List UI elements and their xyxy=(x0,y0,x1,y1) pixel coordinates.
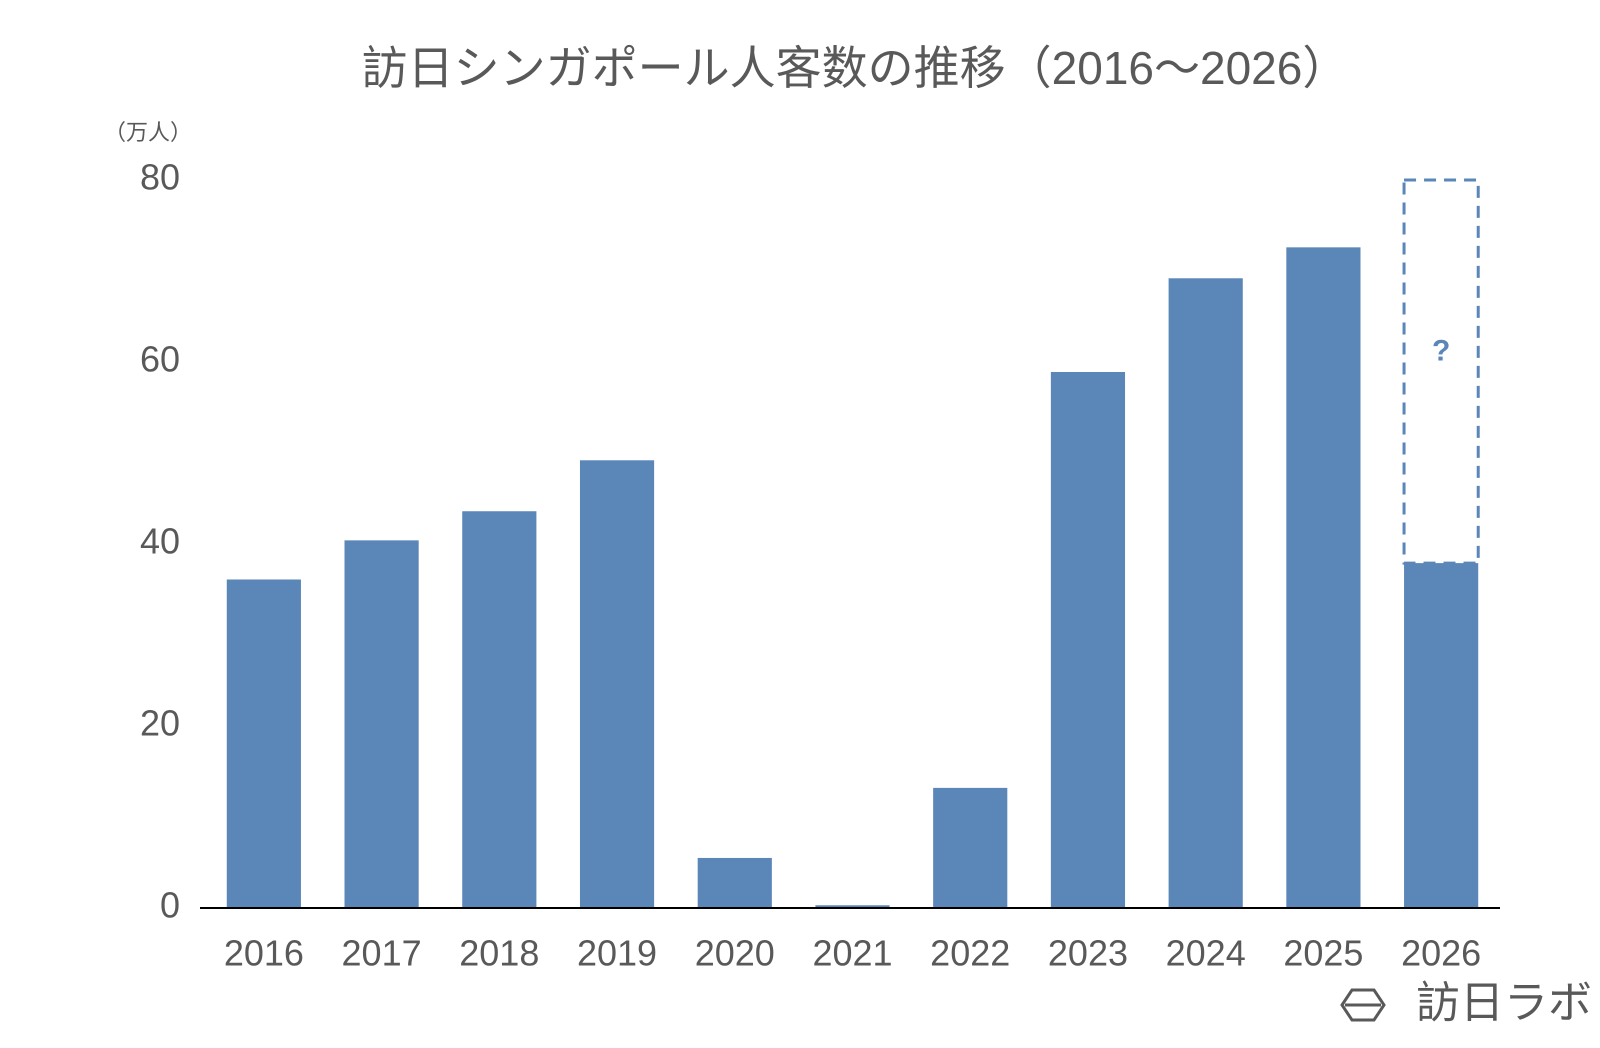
x-tick-label: 2026 xyxy=(1401,933,1481,974)
y-axis-unit: （万人） xyxy=(104,120,192,145)
x-tick-label: 2016 xyxy=(224,933,304,974)
x-tick-label: 2022 xyxy=(930,933,1010,974)
forecast-box xyxy=(1402,178,1480,565)
x-tick-label: 2019 xyxy=(577,933,657,974)
x-tick-label: 2017 xyxy=(342,933,422,974)
y-tick-label: 60 xyxy=(140,339,180,380)
y-tick-label: 20 xyxy=(140,703,180,744)
bar xyxy=(226,579,301,908)
bar xyxy=(1404,563,1479,908)
bar xyxy=(697,857,772,908)
y-tick-label: 0 xyxy=(160,885,180,926)
chart-title: 訪日シンガポール人客数の推移（2016～2026） xyxy=(362,42,1349,94)
bar xyxy=(462,511,537,908)
bar xyxy=(815,905,890,908)
bar xyxy=(344,540,419,908)
x-tick-label: 2021 xyxy=(812,933,892,974)
watermark: 訪日ラボ xyxy=(1416,979,1592,1028)
bar xyxy=(1050,372,1126,908)
x-tick-label: 2020 xyxy=(695,933,775,974)
forecast-label: ? xyxy=(1432,334,1450,367)
y-tick-label: 40 xyxy=(140,521,180,562)
bar xyxy=(579,460,655,908)
x-tick-label: 2024 xyxy=(1166,933,1246,974)
bar xyxy=(1286,247,1361,909)
y-tick-label: 80 xyxy=(140,157,180,198)
watermark-logo xyxy=(1340,988,1386,1022)
x-tick-label: 2018 xyxy=(459,933,539,974)
x-tick-label: 2025 xyxy=(1283,933,1363,974)
bar xyxy=(1168,278,1243,908)
x-tick-label: 2023 xyxy=(1048,933,1128,974)
bar xyxy=(933,787,1008,908)
